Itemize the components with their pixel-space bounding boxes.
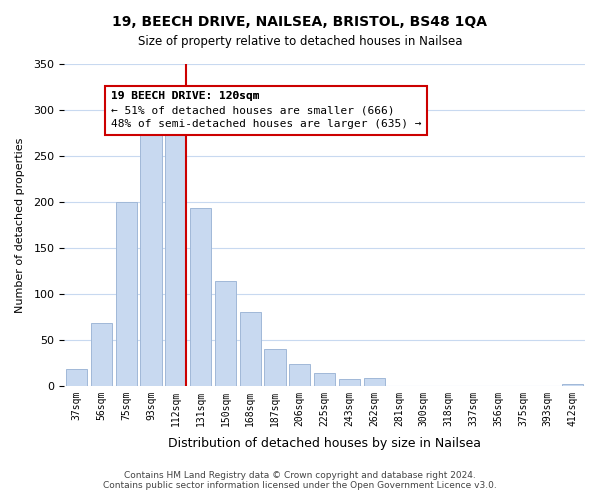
Bar	[66, 369, 87, 386]
Bar	[314, 373, 335, 386]
Bar	[190, 208, 211, 386]
Bar	[364, 378, 385, 386]
Y-axis label: Number of detached properties: Number of detached properties	[15, 137, 25, 312]
Bar	[140, 131, 161, 386]
Text: 19, BEECH DRIVE, NAILSEA, BRISTOL, BS48 1QA: 19, BEECH DRIVE, NAILSEA, BRISTOL, BS48 …	[113, 15, 487, 29]
Bar	[165, 131, 187, 386]
Bar	[215, 281, 236, 386]
Bar	[289, 364, 310, 386]
Text: Size of property relative to detached houses in Nailsea: Size of property relative to detached ho…	[138, 35, 462, 48]
Text: 19 BEECH DRIVE: 120sqm
← 51% of detached houses are smaller (666)
48% of semi-de: 19 BEECH DRIVE: 120sqm ← 51% of detached…	[111, 92, 422, 130]
Text: Contains HM Land Registry data © Crown copyright and database right 2024.
Contai: Contains HM Land Registry data © Crown c…	[103, 470, 497, 490]
Bar	[116, 202, 137, 386]
Bar	[339, 380, 360, 386]
Bar	[91, 324, 112, 386]
Bar	[239, 312, 261, 386]
Bar	[265, 349, 286, 386]
Text: 19 BEECH DRIVE: 120sqm: 19 BEECH DRIVE: 120sqm	[111, 92, 260, 102]
Bar	[562, 384, 583, 386]
X-axis label: Distribution of detached houses by size in Nailsea: Distribution of detached houses by size …	[168, 437, 481, 450]
